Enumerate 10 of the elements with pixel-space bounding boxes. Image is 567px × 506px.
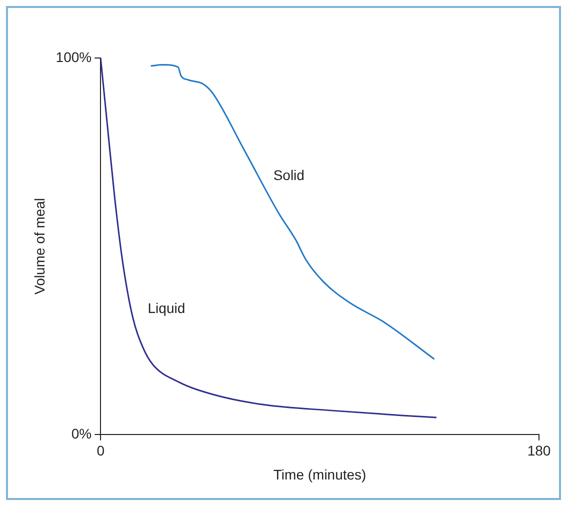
y-tick-label: 100% [56, 48, 92, 65]
x-tick-label: 0 [96, 442, 105, 459]
series-label: Liquid [148, 300, 186, 316]
line-series [150, 64, 436, 360]
x-tick-label: 180 [527, 442, 551, 459]
y-axis-title: Volume of meal [31, 198, 48, 294]
x-axis-title: Time (minutes) [273, 466, 366, 482]
y-tick-label: 0% [71, 425, 92, 442]
series-label: Solid [273, 167, 304, 184]
line-series [100, 58, 438, 418]
